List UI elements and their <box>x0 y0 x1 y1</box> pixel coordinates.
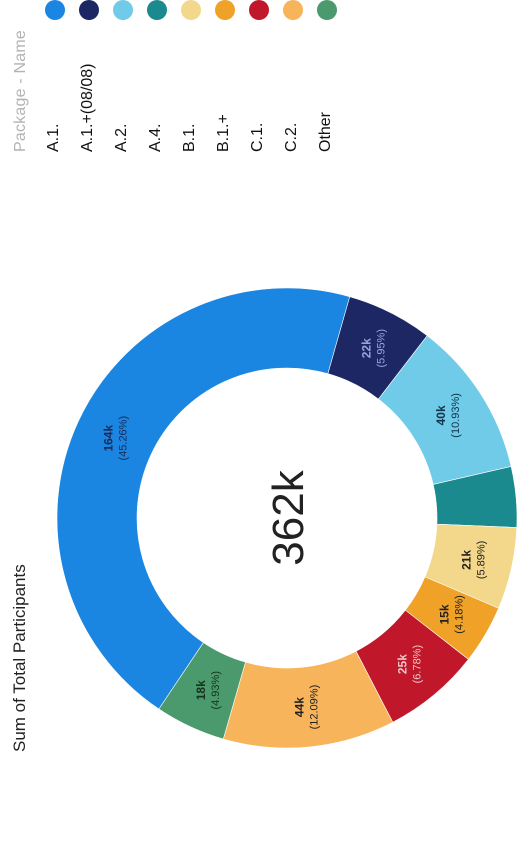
legend-item[interactable]: C.2. <box>283 0 317 152</box>
legend-swatch-icon <box>147 0 167 20</box>
donut-slice[interactable] <box>158 642 246 740</box>
legend-swatch-icon <box>249 0 269 20</box>
legend-item-label: A.2. <box>113 123 130 152</box>
legend-item-label: B.1.+ <box>215 114 232 152</box>
legend-swatch-icon <box>181 0 201 20</box>
slice-value-label: 164k <box>102 425 116 452</box>
legend-title: Package - Name <box>12 30 29 152</box>
legend-swatch-icon <box>215 0 235 20</box>
legend-item[interactable]: A.2. <box>113 0 147 152</box>
donut-total-label: 362k <box>264 469 313 565</box>
legend-item-label: A.4. <box>147 123 164 152</box>
legend-item-label: C.2. <box>283 122 300 152</box>
slice-percent-label: (12.09%) <box>309 685 321 730</box>
slice-value-label: 40k <box>434 405 448 425</box>
slice-percent-label: (4.93%) <box>210 671 222 710</box>
legend-swatch-icon <box>317 0 337 20</box>
legend-item-label: A.1. <box>45 123 62 152</box>
legend-swatch-icon <box>79 0 99 20</box>
legend-item-label: Other <box>317 111 334 152</box>
legend-item[interactable]: B.1. <box>181 0 215 152</box>
slice-percent-label: (4.18%) <box>454 595 466 634</box>
slice-value-label: 21k <box>459 550 473 570</box>
slice-value-label: 44k <box>293 697 307 717</box>
legend-swatch-icon <box>45 0 65 20</box>
slice-value-label: 25k <box>395 654 409 674</box>
slice-percent-label: (5.89%) <box>475 541 487 580</box>
legend-item[interactable]: C.1. <box>249 0 283 152</box>
slice-value-label: 18k <box>194 680 208 700</box>
donut-slice[interactable] <box>56 287 351 710</box>
slice-percent-label: (10.93%) <box>450 393 462 438</box>
legend-swatch-icon <box>113 0 133 20</box>
slice-value-label: 22k <box>359 338 373 358</box>
legend-item[interactable]: B.1.+ <box>215 0 249 152</box>
legend-item-label: B.1. <box>181 123 198 152</box>
legend-item-label: C.1. <box>249 122 266 152</box>
slice-percent-label: (5.95%) <box>375 329 387 368</box>
legend-swatch-icon <box>283 0 303 20</box>
legend-item[interactable]: Other <box>317 0 351 152</box>
legend-item[interactable]: A.1.+(08/08) <box>79 0 113 152</box>
slice-percent-label: (6.78%) <box>411 645 423 684</box>
legend-item[interactable]: A.1. <box>45 0 79 152</box>
donut-chart: 164k (45.26%) 22k (5.95%) 40k (10.93%) 21k (5.8… <box>56 287 518 749</box>
slice-value-label: 15k <box>438 604 452 624</box>
legend-item-label: A.1.+(08/08) <box>79 63 96 153</box>
legend-item[interactable]: A.4. <box>147 0 181 152</box>
slice-percent-label: (45.26%) <box>118 416 130 461</box>
